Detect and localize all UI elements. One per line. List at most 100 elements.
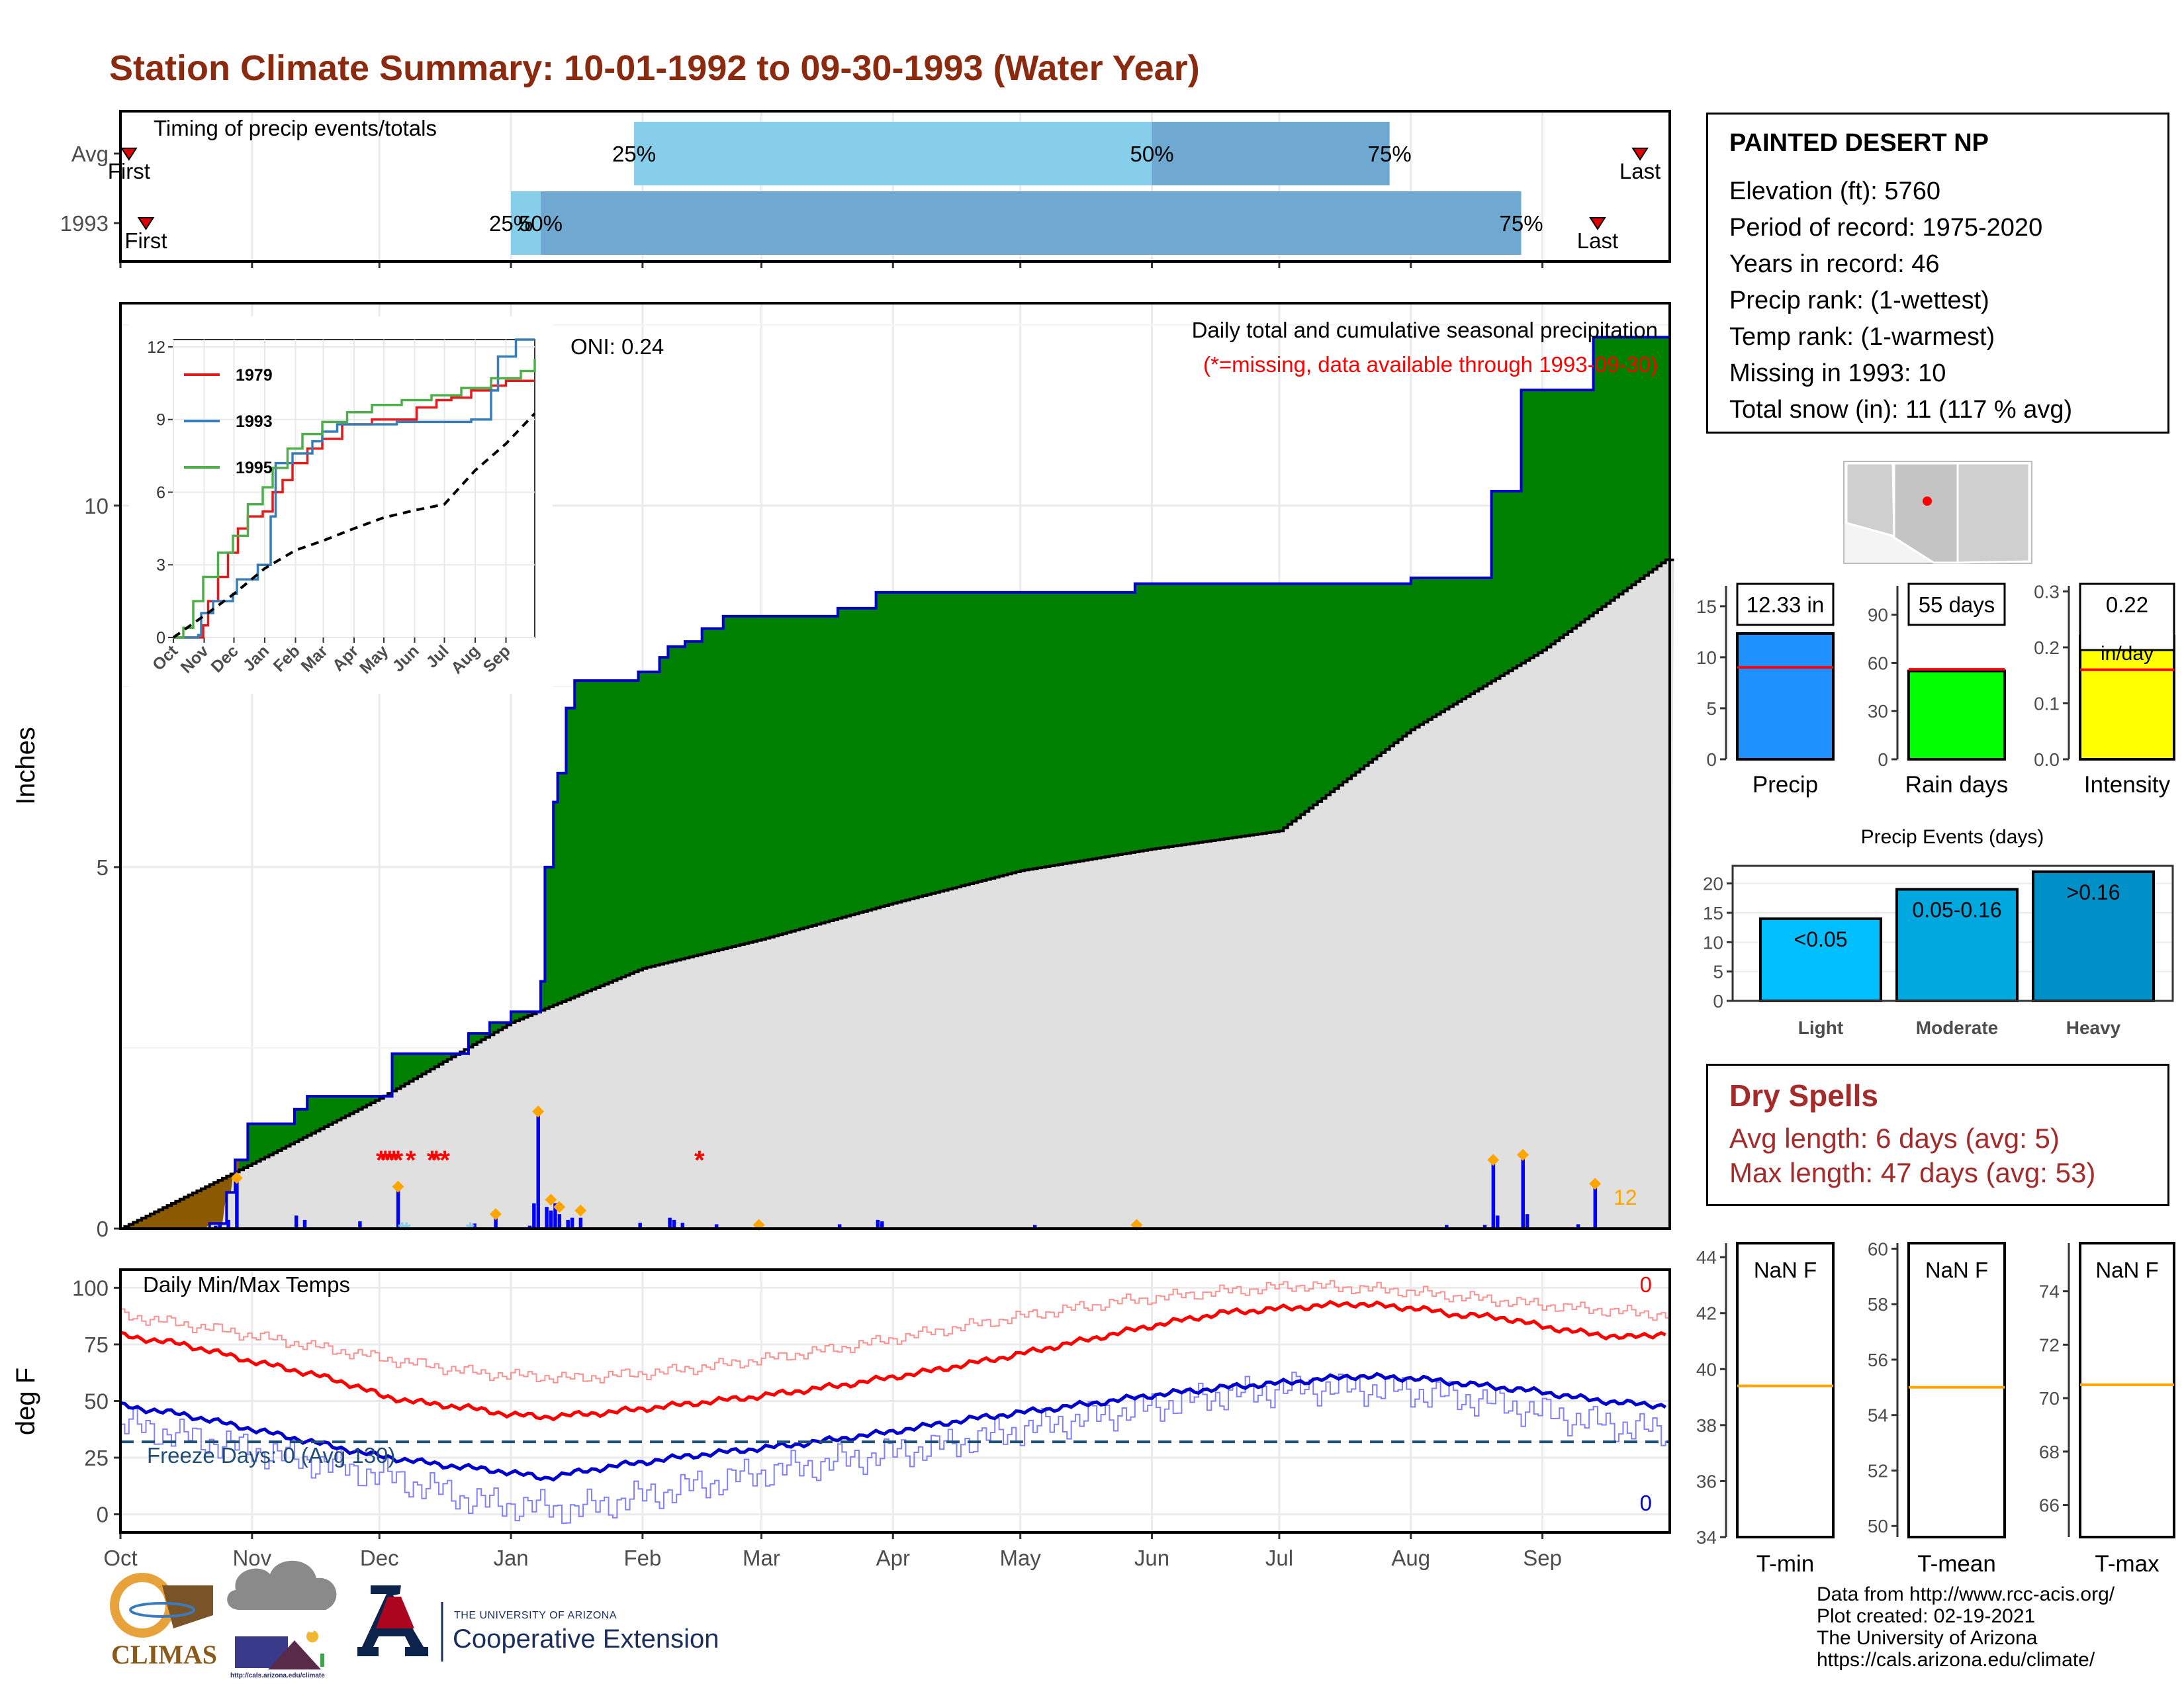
credit-plot-created: Plot created: 02-19-2021 xyxy=(1817,1605,2036,1627)
station-precip-rank: Precip rank: (1-wettest) xyxy=(1729,287,1989,314)
freeze-days-label: Freeze Days: 0 (Avg 130) xyxy=(147,1443,395,1468)
dry-spells-title: Dry Spells xyxy=(1729,1078,1878,1113)
summary-y-tick-label: 0.1 xyxy=(2034,693,2060,714)
missing-marker: * xyxy=(376,1146,387,1175)
event-marker xyxy=(574,1204,587,1217)
climas-logo-text: CLIMAS xyxy=(111,1640,218,1669)
inset-series-line-1993 xyxy=(173,338,535,639)
summary-value-box xyxy=(2079,583,2175,651)
inset-legend-label: 1993 xyxy=(236,412,273,431)
ua-logo-block-a-inner xyxy=(376,1597,414,1628)
precip-annotation-missing: (*=missing, data available through 1993-… xyxy=(1203,352,1658,377)
timing-row-label: Avg xyxy=(71,142,109,166)
events-category-label: Moderate xyxy=(1916,1017,1998,1038)
daily-precip-bar xyxy=(494,1215,498,1229)
daily-precip-bar xyxy=(638,1223,642,1229)
logos xyxy=(110,1560,443,1669)
temp-summary-box-t-max xyxy=(2079,1242,2175,1538)
station-info-box: PAINTED DESERT NP Elevation (ft): 5760 P… xyxy=(1706,113,2169,434)
daily-precip-bar xyxy=(235,1178,239,1229)
csap-logo-url: http://cals.arizona.edu/climate xyxy=(230,1672,325,1679)
temp-summary-panels: 34 36 38 40 42 44 NaN F T-min 50 52 54 56 58 60 NaN F T… xyxy=(1696,1239,2175,1577)
event-marker xyxy=(230,1172,243,1184)
daily-precip-bar xyxy=(532,1203,536,1229)
timing-pct-label: 25% xyxy=(612,142,656,166)
events-y-tick-label: 10 xyxy=(1703,932,1723,953)
station-location-dot xyxy=(1923,496,1932,506)
events-category-label: Heavy xyxy=(2066,1017,2121,1038)
daily-precip-bar xyxy=(1032,1225,1037,1229)
dry-spells-box: Dry Spells Avg length: 6 days (avg: 5) M… xyxy=(1706,1064,2169,1206)
temp-y-tick-label: 25 xyxy=(84,1446,109,1470)
summary-category-label: Intensity xyxy=(2084,772,2171,798)
station-elevation: Elevation (ft): 5760 xyxy=(1729,177,1940,205)
temp-summary-category-label: T-min xyxy=(1756,1551,1815,1577)
month-tick-label: Aug xyxy=(1391,1546,1430,1570)
inset-average-line xyxy=(172,412,536,639)
event-marker xyxy=(532,1105,545,1118)
temp-y-tick-label: 0 xyxy=(97,1503,109,1527)
dry-spells-max: Max length: 47 days (avg: 53) xyxy=(1729,1157,2096,1188)
event-count-label: 12 xyxy=(1614,1186,1637,1209)
month-tick-label: Apr xyxy=(876,1546,910,1570)
events-bar-label: <0.05 xyxy=(1794,927,1848,951)
daily-precip-bar xyxy=(549,1210,553,1229)
station-snow: Total snow (in): 11 (117 % avg) xyxy=(1729,396,2073,424)
temp-y-axis-title: deg F xyxy=(11,1368,40,1435)
daily-precip-bar xyxy=(1445,1225,1449,1229)
daily-precip-bar xyxy=(396,1188,400,1229)
temp-summary-y-tick-label: 34 xyxy=(1696,1527,1717,1548)
temp-panel: Oct Nov Dec Jan Feb Mar Apr May Jun Jul Aug Sep 0 25 5… xyxy=(11,1268,1671,1570)
daily-precip-bar xyxy=(527,1225,532,1229)
summary-value-label: 0.22 xyxy=(2106,592,2148,617)
event-marker xyxy=(545,1194,557,1206)
dry-spells-avg: Avg length: 6 days (avg: 5) xyxy=(1729,1123,2060,1154)
missing-marker: * xyxy=(380,1146,390,1175)
missing-marker: * xyxy=(388,1146,399,1175)
temp-summary-value-label: NaN F xyxy=(1754,1258,1817,1282)
temp-summary-y-tick-label: 70 xyxy=(2039,1388,2060,1409)
events-panel: Precip Events (days) 0 5 10 15 20 <0.05 Light 0.… xyxy=(1703,826,2174,1038)
summary-y-tick-label: 0.0 xyxy=(2034,749,2060,770)
events-y-tick-label: 15 xyxy=(1703,903,1723,923)
month-tick-label: Dec xyxy=(360,1546,399,1570)
precip-y-tick-label: 10 xyxy=(84,494,109,518)
last-marker xyxy=(1589,217,1606,230)
temp-summary-y-tick-label: 58 xyxy=(1868,1294,1888,1315)
csap-logo-cactus xyxy=(320,1654,324,1667)
daily-precip-bar xyxy=(680,1223,685,1229)
missing-snow-marker: * xyxy=(466,1218,475,1243)
events-y-tick-label: 5 xyxy=(1713,962,1723,982)
temp-summary-value-label: NaN F xyxy=(1925,1258,1988,1282)
inset-series-line-1995 xyxy=(173,359,536,639)
timing-bar-q1 xyxy=(634,122,1152,185)
average-precip-area xyxy=(120,559,1674,1229)
summary-y-tick-label: 0.2 xyxy=(2034,637,2060,658)
credits: Data from http://www.rcc-acis.org/ Plot … xyxy=(1817,1583,2115,1671)
inset-y-tick-label: 3 xyxy=(156,556,165,575)
tmax-count-label: 0 xyxy=(1640,1272,1652,1297)
daily-min-record-line xyxy=(120,1372,1670,1524)
temp-y-tick-label: 100 xyxy=(72,1276,109,1300)
timing-pct-label: 75% xyxy=(1499,211,1543,236)
month-tick-label: Jan xyxy=(493,1546,528,1570)
month-tick-label: Mar xyxy=(743,1546,780,1570)
deficit-precip-area xyxy=(120,1160,240,1229)
events-category-label: Light xyxy=(1798,1017,1843,1038)
summary-value-label: 55 days xyxy=(1919,592,1995,617)
daily-precip-bar xyxy=(473,1223,477,1229)
summary-y-tick-label: 0.3 xyxy=(2034,581,2060,602)
temp-summary-y-tick-label: 66 xyxy=(2039,1495,2060,1516)
ua-logo-top: THE UNIVERSITY OF ARIZONA xyxy=(454,1610,617,1621)
month-tick-label: Sep xyxy=(1523,1546,1562,1570)
temp-summary-y-tick-label: 56 xyxy=(1868,1350,1888,1370)
temp-summary-category-label: T-mean xyxy=(1917,1551,1996,1577)
month-tick-label: May xyxy=(1000,1546,1042,1570)
inset-series-line-1979 xyxy=(173,379,535,639)
credit-data-source: Data from http://www.rcc-acis.org/ xyxy=(1817,1583,2115,1605)
temp-summary-y-tick-label: 52 xyxy=(1868,1460,1888,1481)
daily-precip-bar xyxy=(1482,1225,1487,1229)
timing-title: Timing of precip events/totals xyxy=(154,116,437,140)
